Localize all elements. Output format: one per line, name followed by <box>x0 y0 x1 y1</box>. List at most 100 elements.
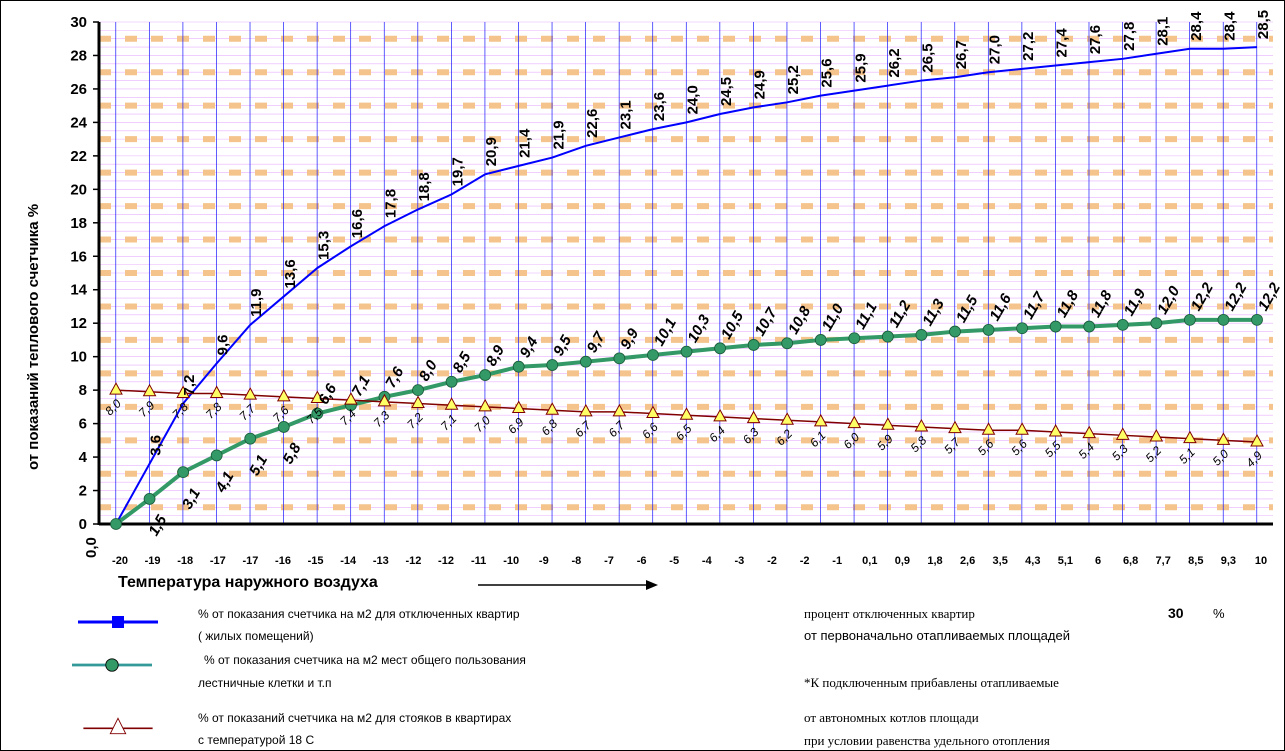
data-point-green <box>110 518 122 530</box>
data-point-green <box>277 421 290 433</box>
data-point-green <box>1116 318 1129 331</box>
data-point-red <box>511 400 526 414</box>
data-label-blue: 19,7 <box>450 157 467 186</box>
data-point-green <box>915 329 928 341</box>
data-point-green <box>814 334 827 346</box>
data-point-red <box>881 417 895 430</box>
data-point-green <box>1083 320 1096 333</box>
x-tick-label: 0,1 <box>862 555 877 567</box>
from-heated-label: от первоначально отапливаемых площадей <box>804 628 1070 643</box>
data-point-green <box>949 325 961 338</box>
y-tick-label: 30 <box>70 14 87 31</box>
data-point-green <box>714 342 726 355</box>
data-label-blue: 7,2 <box>181 375 198 396</box>
data-label-blue: 21,4 <box>517 128 534 158</box>
data-label-blue: 27,4 <box>1054 28 1071 58</box>
data-point-red <box>1149 428 1164 442</box>
data-label-blue: 15,3 <box>315 231 332 260</box>
legend-label-green-1: % от показания счетчика на м2 мест общег… <box>204 653 526 667</box>
x-tick-label: -12 <box>438 555 454 567</box>
data-point-red <box>612 403 627 417</box>
x-tick-label: 8,5 <box>1188 555 1203 567</box>
y-tick-label: 24 <box>70 114 87 131</box>
data-point-red <box>444 397 459 410</box>
legend-label-red-1: % от показаний счетчика на м2 для стояко… <box>198 711 512 725</box>
x-tick-label: -7 <box>604 555 614 567</box>
data-point-red <box>578 403 593 417</box>
data-label-blue: 24,5 <box>718 77 735 106</box>
y-tick-label: 20 <box>70 181 87 198</box>
legend-swatch-green <box>72 658 152 672</box>
data-point-green <box>244 432 257 445</box>
data-point-green <box>781 337 794 350</box>
y-tick-label: 12 <box>70 315 87 332</box>
data-point-green <box>747 339 760 351</box>
x-tick-label: 2,6 <box>960 555 975 567</box>
x-tick-label: -13 <box>373 555 389 567</box>
data-label-blue: 11,9 <box>248 288 265 316</box>
data-point-red <box>1250 433 1264 447</box>
legend-swatch-blue <box>78 616 158 628</box>
x-tick-label: -14 <box>340 555 357 567</box>
x-tick-label: 1,8 <box>927 555 942 567</box>
data-point-red <box>981 422 996 435</box>
data-label-blue: 13,6 <box>282 259 299 288</box>
y-tick-label: 8 <box>79 382 87 399</box>
series-line-0 <box>115 46 1258 525</box>
data-point-red <box>176 385 190 398</box>
grid-layer <box>99 21 1273 525</box>
data-label-blue: 25,2 <box>785 65 802 94</box>
x-tick-label: 5,1 <box>1058 555 1073 567</box>
data-point-green <box>546 359 559 371</box>
note-line-2: от автономных котлов площади <box>804 710 979 725</box>
data-point-green <box>613 352 626 365</box>
data-point-red <box>377 393 392 407</box>
legend-label-blue-2: ( жилых помещений) <box>198 629 314 643</box>
x-tick-label: -8 <box>572 555 582 567</box>
x-tick-label: -17 <box>242 555 258 567</box>
data-point-red <box>847 415 862 429</box>
data-label-blue: 24,0 <box>685 85 702 114</box>
data-label-blue: 28,1 <box>1154 17 1171 46</box>
data-point-red <box>209 385 224 398</box>
y-tick-label: 0 <box>79 516 87 533</box>
y-tick-label: 26 <box>70 81 87 98</box>
data-point-green <box>848 332 861 345</box>
x-tick-label: -16 <box>275 555 291 567</box>
x-axis-title: Температура наружного воздуха <box>118 574 378 591</box>
x-tick-label: -3 <box>735 555 745 567</box>
data-label-blue: 16,6 <box>349 209 366 238</box>
data-label-blue: 27,8 <box>1121 22 1138 51</box>
data-point-green <box>311 407 324 420</box>
data-point-green <box>1049 320 1062 333</box>
data-point-green <box>445 375 458 388</box>
data-label-blue: 26,5 <box>919 43 936 72</box>
x-tick-label: 0,9 <box>895 555 910 567</box>
data-point-red <box>948 420 962 434</box>
data-label-blue: 21,9 <box>550 120 567 149</box>
data-point-red <box>914 418 929 432</box>
data-point-red <box>746 410 761 424</box>
legend-label-green-2: лестничные клетки и т.п <box>198 676 332 690</box>
y-tick-label: 28 <box>70 47 87 64</box>
x-tick-label: -6 <box>637 555 647 567</box>
data-point-green <box>881 330 894 343</box>
data-point-green <box>982 323 995 336</box>
x-tick-label: 6 <box>1095 555 1101 567</box>
x-tick-label: -15 <box>308 555 324 567</box>
data-point-red <box>310 390 325 403</box>
arrow-icon <box>478 580 658 590</box>
x-tick-label: -10 <box>503 555 519 567</box>
y-tick-label: 6 <box>79 416 87 433</box>
data-point-red <box>780 412 795 425</box>
x-tick-label: -17 <box>210 555 226 567</box>
y-tick-label: 10 <box>70 349 87 366</box>
x-tick-label: -2 <box>767 555 777 567</box>
x-tick-label: 4,3 <box>1025 555 1040 567</box>
data-label-blue: 17,8 <box>382 189 399 218</box>
data-point-red <box>1216 432 1231 445</box>
data-point-red <box>142 383 157 397</box>
data-label-blue: 26,2 <box>886 48 903 77</box>
y-tick-label: 18 <box>70 215 87 232</box>
